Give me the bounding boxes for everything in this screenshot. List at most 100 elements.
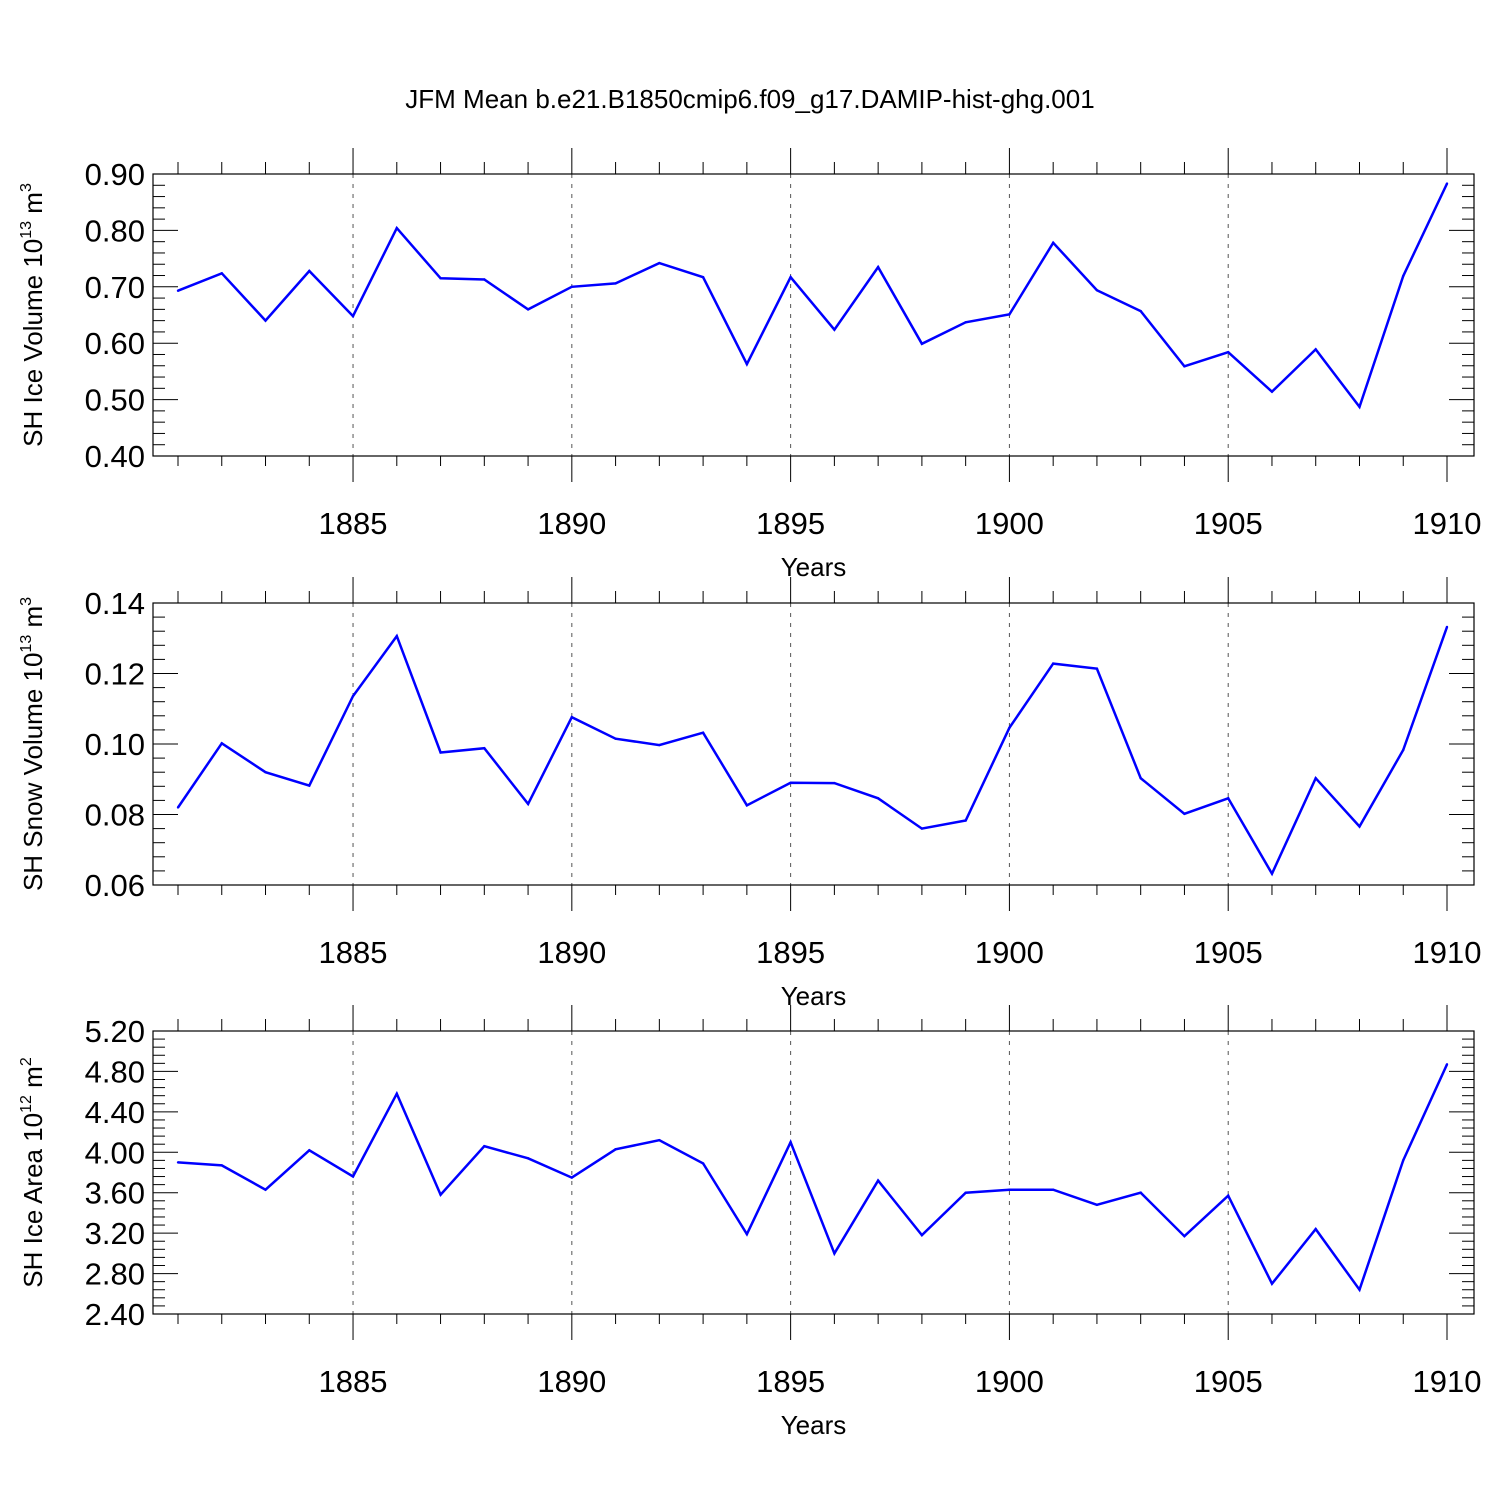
y-tick-label: 0.06 [85,868,145,903]
data-point [789,781,792,784]
x-tick-label: 1885 [319,935,388,970]
data-point [1139,776,1142,780]
plot-frame [152,173,1475,457]
data-point [439,1193,442,1196]
data-point [1227,797,1230,800]
x-axis-label: Years [781,981,847,1011]
y-tick-label: 0.10 [85,727,145,762]
panel-sh-ice-volume: 0.40 0.50 0.60 0.70 0.80 0.90 1885 1890 1895 1900… [18,148,1481,582]
data-point [658,261,661,265]
data-point [920,1233,924,1237]
y-tick-label: 3.60 [85,1176,145,1211]
data-point [570,716,574,719]
data-point [483,1145,486,1148]
y-tick-label: 0.12 [85,657,145,692]
data-point [876,1179,880,1182]
y-tick-label: 4.80 [85,1054,145,1089]
data-point [264,1188,267,1191]
data-point [876,265,880,269]
data-point [483,278,486,281]
data-point [1445,625,1449,629]
plot-frame [152,1030,1475,1315]
y-tick-label: 4.40 [85,1095,145,1130]
data-point [1008,1188,1011,1191]
y-tick-label: 0.14 [85,586,145,621]
data-point [526,308,530,311]
data-point [439,277,442,280]
x-tick-label: 1895 [756,935,825,970]
data-point [833,781,836,785]
data-point [964,1191,967,1194]
data-point [264,771,267,774]
data-point [570,285,574,288]
x-axis-label: Years [781,552,847,582]
data-point [1051,662,1055,665]
data-point [1095,667,1099,670]
data-point [964,819,967,822]
data-point [1227,351,1230,354]
data-point [1358,1288,1361,1291]
y-tick-label: 2.80 [85,1257,145,1292]
data-point [1402,1159,1405,1162]
data-point [1095,288,1099,292]
data-point [395,226,398,230]
x-tick-label: 1900 [975,1364,1044,1399]
x-axis-label: Years [781,1410,847,1440]
data-point [308,1149,311,1152]
data-point [1314,776,1317,780]
y-tick-label: 3.20 [85,1216,145,1251]
data-point [964,321,967,324]
data-point [1139,1191,1142,1194]
x-tick-label: 1890 [537,1364,606,1399]
data-point [1445,1063,1449,1066]
data-point [308,784,311,787]
data-point [614,737,617,740]
data-point [745,1232,749,1236]
data-point [701,276,705,279]
x-tick-label: 1900 [975,506,1044,541]
data-point [1008,726,1011,729]
data-point [1183,365,1186,368]
y-tick-label: 0.60 [85,326,145,361]
data-point [833,328,836,331]
data-point [526,1157,530,1160]
x-tick-label: 1905 [1194,1364,1263,1399]
data-point [745,804,749,807]
data-line [176,626,1449,877]
y-tick-label: 0.50 [85,383,145,418]
y-axis-label: SH Ice Area 1012 m2 [18,1057,48,1288]
data-point [176,289,180,292]
y-tick-label: 2.40 [85,1297,145,1332]
data-point [1314,1227,1317,1231]
y-tick-label: 0.08 [85,798,145,833]
data-point [220,742,223,745]
y-tick-label: 4.00 [85,1135,145,1170]
data-point [176,1161,180,1164]
data-point [1183,812,1186,815]
data-point [1095,1203,1099,1207]
y-tick-label: 5.20 [85,1014,145,1049]
data-point [1051,1188,1055,1191]
y-tick-label: 0.90 [85,157,145,192]
x-tick-label: 1905 [1194,506,1263,541]
data-line [177,1063,1449,1293]
x-tick-label: 1905 [1194,935,1263,970]
data-point [264,319,267,322]
data-point [1445,182,1449,185]
x-tick-label: 1910 [1413,935,1482,970]
data-point [1183,1234,1186,1238]
x-tick-label: 1885 [319,1364,388,1399]
data-point [920,342,924,345]
data-point [745,362,749,366]
data-point [570,1176,574,1179]
data-point [526,802,530,806]
data-point [833,1252,836,1255]
data-point [1314,348,1317,351]
x-tick-label: 1890 [537,506,606,541]
data-point [1402,748,1405,752]
data-point [658,743,661,747]
data-point [614,1148,617,1151]
data-point [308,269,311,273]
data-point [395,634,398,638]
